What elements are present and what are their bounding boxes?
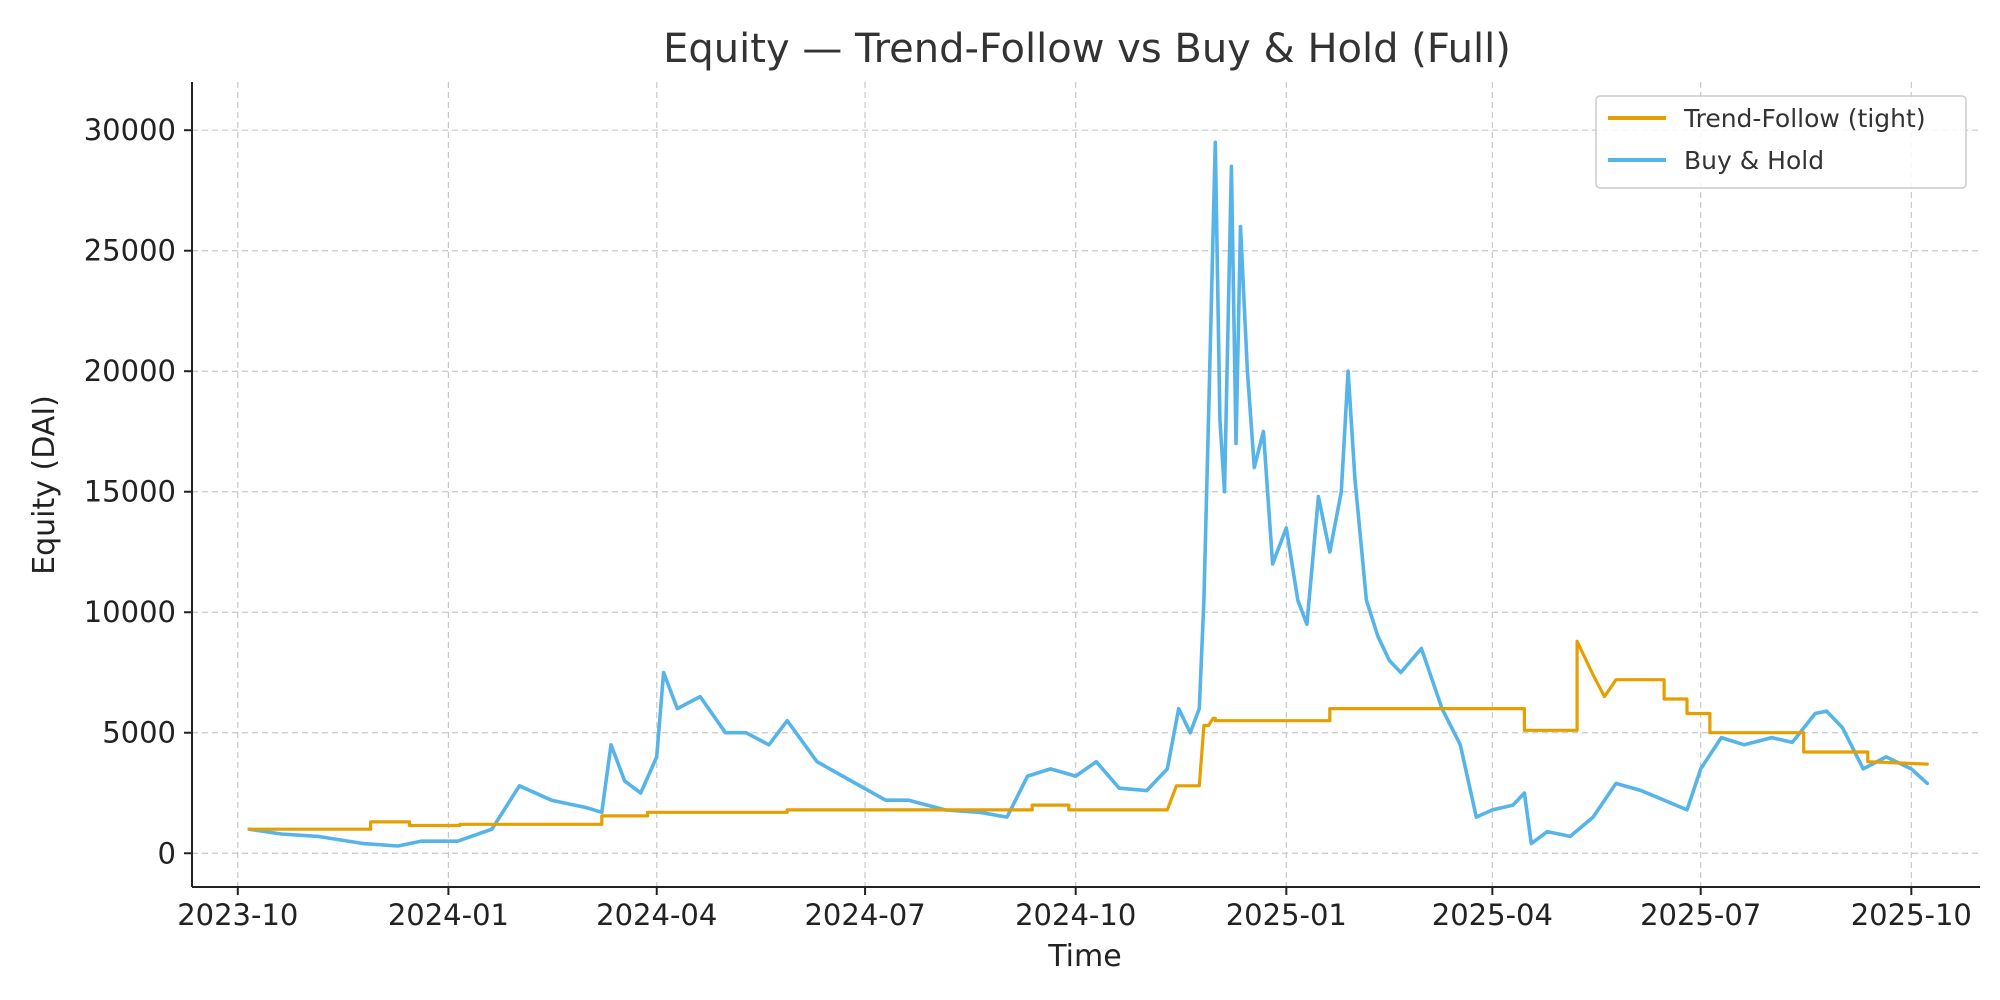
- x-tick-label: 2024-07: [804, 898, 925, 932]
- x-tick-label: 2023-10: [177, 898, 298, 932]
- y-tick-label: 5000: [102, 716, 176, 750]
- y-tick-label: 10000: [84, 595, 176, 629]
- series-line-trend-follow: [247, 639, 1929, 831]
- y-tick-label: 15000: [84, 475, 176, 509]
- x-tick-label: 2024-04: [596, 898, 717, 932]
- x-tick-label: 2024-10: [1015, 898, 1136, 932]
- axis-ticks: 2023-10 2024-01 2024-04 2024-07 2024-10 2025-…: [84, 113, 1972, 932]
- x-tick-label: 2025-01: [1226, 898, 1347, 932]
- x-tick-label: 2024-01: [388, 898, 509, 932]
- y-tick-label: 0: [158, 836, 176, 870]
- x-axis-title: Time: [1047, 939, 1121, 974]
- grid: [192, 82, 1980, 887]
- x-tick-label: 2025-10: [1851, 898, 1972, 932]
- chart-title: Equity — Trend-Follow vs Buy & Hold (Ful…: [663, 26, 1511, 72]
- x-tick-label: 2025-07: [1640, 898, 1761, 932]
- legend-box: [1595, 95, 1967, 189]
- legend: Trend-Follow (tight) Buy & Hold: [1595, 95, 1967, 189]
- series-line-buy-hold: [247, 140, 1930, 848]
- x-tick-label: 2025-04: [1432, 898, 1553, 932]
- legend-label-buy-hold: Buy & Hold: [1684, 146, 1824, 175]
- y-tick-label: 20000: [84, 354, 176, 388]
- series-lines: [247, 140, 1930, 848]
- y-tick-label: 30000: [84, 113, 176, 147]
- legend-label-trend-follow: Trend-Follow (tight): [1683, 104, 1926, 133]
- y-axis-title: Equity (DAI): [27, 395, 62, 575]
- y-tick-label: 25000: [84, 234, 176, 268]
